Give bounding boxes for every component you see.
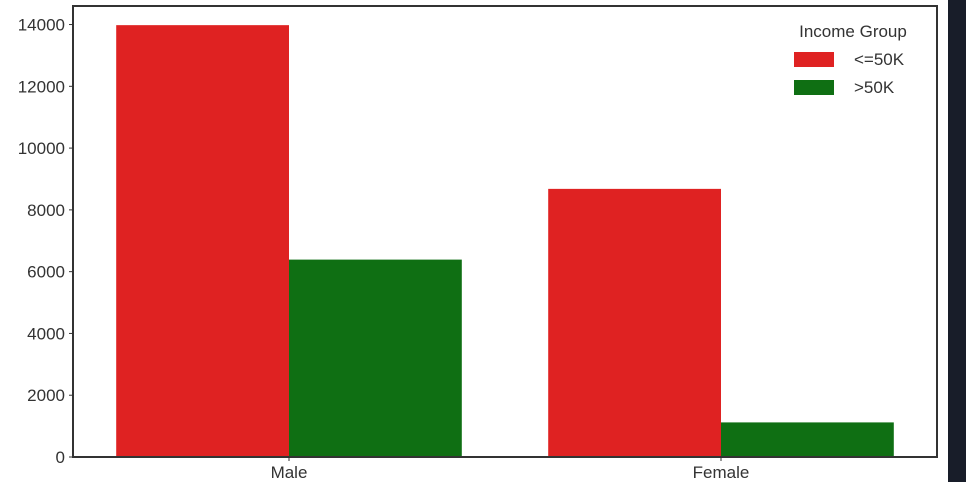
window-edge-strip: [948, 0, 966, 482]
y-tick-label: 6000: [27, 263, 65, 282]
legend-title: Income Group: [799, 22, 907, 41]
y-tick-label: 4000: [27, 324, 65, 343]
x-tick-label-female: Female: [693, 463, 750, 482]
bar-female-series-0: [548, 188, 721, 458]
legend-swatch-1: [794, 80, 834, 95]
legend-swatch-0: [794, 52, 834, 67]
legend: Income Group <=50K >50K: [794, 22, 907, 97]
x-axis: Male Female: [271, 457, 750, 482]
y-tick-label: 2000: [27, 386, 65, 405]
y-tick-label: 14000: [18, 16, 65, 35]
legend-label-1: >50K: [854, 78, 895, 97]
x-tick-label-male: Male: [271, 463, 308, 482]
bar-female-series-1: [721, 422, 894, 457]
y-tick-label: 0: [56, 448, 65, 467]
legend-label-0: <=50K: [854, 50, 905, 69]
bars-layer: [116, 25, 894, 458]
y-tick-label: 8000: [27, 201, 65, 220]
y-tick-label: 10000: [18, 139, 65, 158]
bar-male-series-0: [116, 25, 289, 458]
legend-items: <=50K >50K: [794, 50, 905, 97]
y-axis: 0 2000 4000 6000 8000 10000 12000 14000: [18, 16, 73, 467]
bar-male-series-1: [289, 259, 462, 457]
y-tick-label: 12000: [18, 77, 65, 96]
plot-frame: [72, 5, 938, 458]
